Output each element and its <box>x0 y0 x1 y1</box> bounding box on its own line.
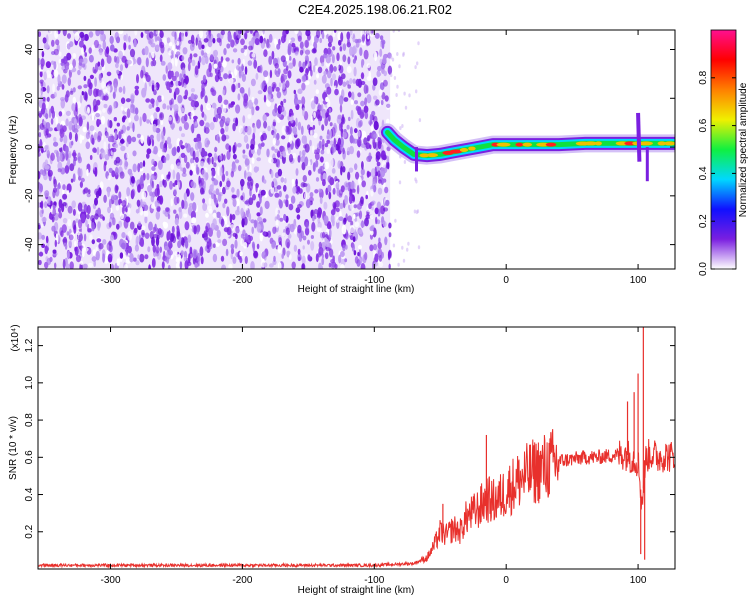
colorbar-ramp <box>710 29 737 270</box>
snr-ytick-label-0: 0.2 <box>24 524 35 538</box>
spectrogram-xtick-label-0: -300 <box>101 275 121 286</box>
colorbar-tick-label-0: 0.0 <box>698 262 709 276</box>
colorbar-tick-label-1: 0.2 <box>698 214 709 228</box>
snr-xtick-label-4: 100 <box>630 575 647 586</box>
spectrogram-xtick-label-1: -200 <box>232 275 252 286</box>
snr-xtick-label-1: -200 <box>232 575 252 586</box>
snr-axes: -300 -200 -100 0 100 0.2 0.4 0.6 0.8 1.0 1.2 <box>24 327 675 586</box>
snr-xtick-label-0: -300 <box>101 575 121 586</box>
snr-spikes <box>442 327 646 560</box>
snr-ytick-label-3: 0.8 <box>24 413 35 427</box>
snr-ytick-label-2: 0.6 <box>24 450 35 464</box>
colorbar-tick-label-4: 0.8 <box>698 70 709 84</box>
spectrogram-ytick-label-4: 40 <box>24 44 35 56</box>
ridge-hotspots <box>419 141 675 158</box>
colorbar-tick-label-3: 0.6 <box>698 118 709 132</box>
colorbar-tick-label-2: 0.4 <box>698 166 709 180</box>
snr-ytick-label-1: 0.4 <box>24 487 35 501</box>
snr-series-line <box>38 429 675 569</box>
spectrogram-frame <box>37 29 676 270</box>
snr-xlabel: Height of straight line (km) <box>298 585 415 596</box>
snr-frame <box>37 326 676 570</box>
colorbar-label: Normalized spectral amplitude <box>738 82 749 217</box>
spectrogram-xlabel: Height of straight line (km) <box>298 284 415 295</box>
spectrogram-ytick-label-2: 0 <box>24 144 35 150</box>
spectrogram-xtick-label-3: 0 <box>503 275 509 286</box>
snr-ytick-label-4: 1.0 <box>24 375 35 389</box>
spectrogram-ylabel: Frequency (Hz) <box>8 116 19 185</box>
spectrogram-xtick-label-4: 100 <box>630 275 647 286</box>
spectrogram-image <box>38 30 675 269</box>
figure-title: C2E4.2025.198.06.21.R02 <box>298 2 452 17</box>
snr-ytick-label-5: 1.2 <box>24 338 35 352</box>
spectrogram-xtick-label-2: -100 <box>364 275 384 286</box>
noise-speckle <box>38 30 422 269</box>
spectrogram-ytick-label-0: -40 <box>24 237 35 252</box>
snr-xtick-label-2: -100 <box>364 575 384 586</box>
ridge-spike-100 <box>636 112 642 162</box>
snr-xtick-label-3: 0 <box>503 575 509 586</box>
spectrogram-ytick-label-3: 20 <box>24 92 35 104</box>
colorbar-ticks: 0.0 0.2 0.4 0.6 0.8 <box>698 70 736 276</box>
spectrogram-ytick-label-1: -20 <box>24 188 35 203</box>
snr-ylabel: SNR (10 * v/v) <box>8 416 19 480</box>
snr-multiplier: (x10⁴) <box>10 324 21 351</box>
snr-panel: -300 -200 -100 0 100 0.2 0.4 0.6 0.8 1.0 1.2 Heigh… <box>8 324 676 596</box>
colorbar: 0.0 0.2 0.4 0.6 0.8 Normalized spectral ampl… <box>698 29 749 276</box>
